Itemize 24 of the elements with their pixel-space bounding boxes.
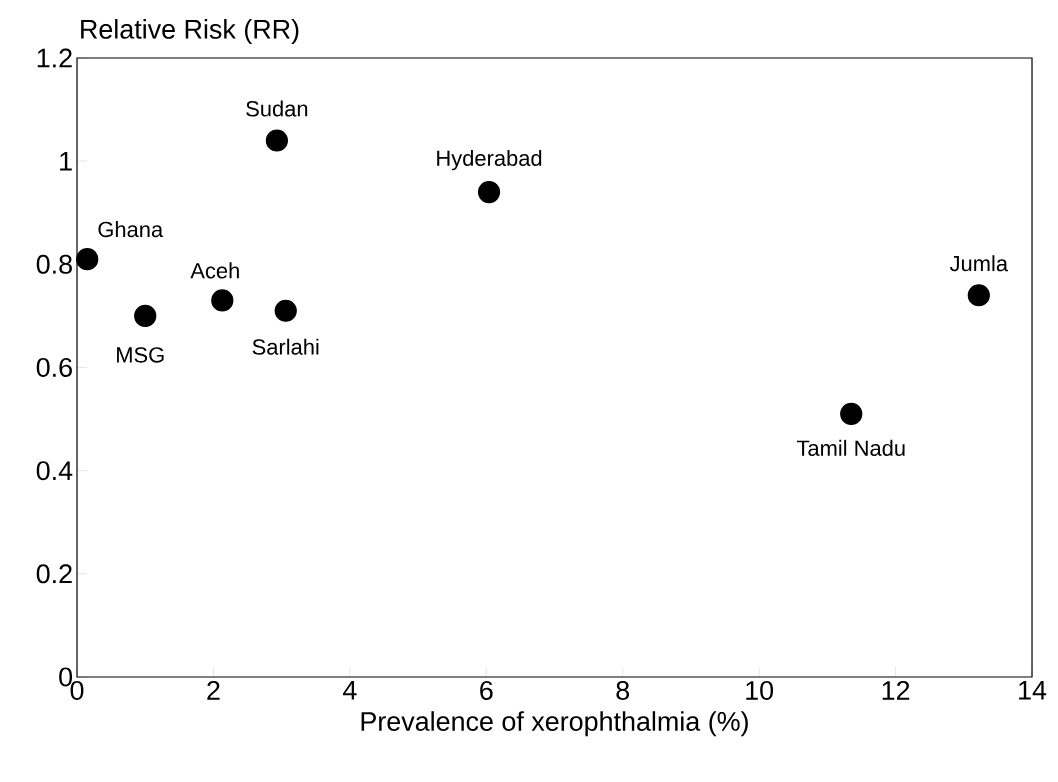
y-tick-label: 0.4	[36, 461, 73, 481]
x-tick-label: 14	[1019, 680, 1047, 700]
annotation: MSG	[117, 347, 164, 363]
annotation: Tamil Nadu	[796, 439, 905, 456]
y-tick-label: 0.8	[36, 254, 72, 274]
y-tick-label: 0	[59, 667, 73, 687]
x-tick-label: 6	[480, 680, 493, 700]
annotation: Aceh	[190, 262, 239, 279]
y-tick-label: 1.2	[37, 48, 72, 68]
x-tick-label: 2	[207, 680, 220, 700]
x-axis-title: Prevalence of xerophthalmia (%)	[361, 711, 748, 737]
y-tick-label: 1	[60, 151, 72, 171]
annotation: Ghana	[98, 221, 164, 238]
y-axis-title: Relative Risk (RR)	[81, 18, 299, 45]
annotation: Jumla	[949, 255, 1009, 272]
annotation: Sudan	[246, 100, 308, 117]
x-tick-label: 8	[616, 680, 630, 700]
y-tick-label: 0.6	[36, 357, 72, 378]
y-tick-label: 0.2	[36, 564, 72, 584]
x-tick-label: 4	[343, 680, 357, 700]
x-tick-label: 12	[882, 680, 910, 700]
x-tick-label: 10	[746, 680, 774, 700]
annotation: Sarlahi	[252, 338, 319, 355]
annotation: Hyderabad	[437, 149, 542, 171]
